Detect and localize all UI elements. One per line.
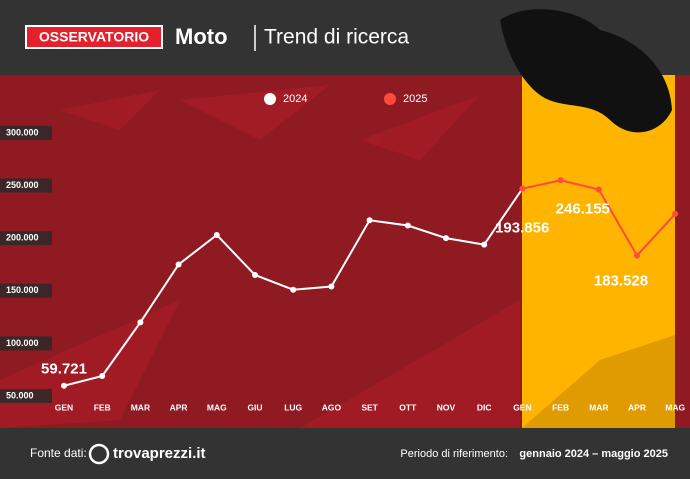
period: gennaio 2024 – maggio 2025 (519, 448, 668, 460)
source-label: Fonte dati: (30, 446, 87, 460)
data-point (595, 186, 602, 193)
data-point (328, 283, 335, 290)
data-point (672, 210, 679, 217)
data-point (634, 252, 640, 259)
data-point (61, 382, 67, 389)
chart-bg-edge (675, 75, 690, 428)
x-tick-label: MAR (589, 402, 608, 412)
data-point (252, 271, 258, 278)
x-tick-label: AGO (322, 402, 342, 412)
footer-bg (0, 428, 690, 479)
data-point (404, 222, 411, 229)
decor (522, 330, 690, 428)
x-tick-label: FEB (94, 402, 111, 412)
legend-marker (264, 93, 276, 105)
x-tick-label: MAR (131, 402, 150, 412)
x-tick-label: OTT (399, 402, 417, 412)
legend-label: 2025 (403, 93, 427, 105)
y-tick-label: 250.000 (6, 180, 39, 190)
x-tick-label: GEN (513, 402, 531, 412)
series-line (63, 219, 485, 387)
x-tick-label: DIC (477, 402, 492, 412)
y-tick-label: 100.000 (6, 338, 39, 348)
series-connector (483, 188, 524, 246)
title: Moto (175, 24, 228, 49)
y-tick-label: 200.000 (6, 233, 39, 243)
x-tick-label: GIU (247, 402, 262, 412)
period-label: Periodo di riferimento: (400, 448, 508, 460)
badge-text: OSSERVATORIO (39, 29, 149, 45)
data-point (175, 261, 182, 268)
x-tick-label: NOV (437, 402, 456, 412)
y-tick-pill (0, 125, 52, 140)
value-label: 193.856 (495, 220, 549, 237)
y-tick-pill (0, 178, 52, 193)
value-label: 183.528 (594, 272, 648, 289)
badge (25, 25, 163, 49)
data-point (137, 319, 144, 326)
data-point (99, 373, 106, 380)
y-tick-pill (0, 336, 52, 351)
x-tick-label: FEB (552, 402, 569, 412)
value-label: 246.155 (556, 201, 610, 218)
x-tick-label: MAG (665, 402, 685, 412)
subtitle: Trend di ricerca (264, 26, 409, 49)
x-tick-label: APR (628, 402, 646, 412)
data-point (481, 241, 488, 248)
data-point (443, 235, 449, 242)
data-point (366, 217, 373, 224)
value-label: 59.721 (41, 361, 87, 378)
legend-label: 2024 (283, 93, 307, 105)
legend-marker (384, 93, 396, 105)
y-tick-label: 150.000 (6, 285, 39, 295)
x-tick-label: LUG (284, 402, 302, 412)
brand-logo (88, 443, 110, 465)
data-point (290, 286, 297, 293)
y-tick-pill (0, 283, 52, 298)
data-point (519, 185, 526, 192)
y-tick-pill (0, 389, 52, 404)
y-tick-label: 300.000 (6, 127, 39, 137)
x-tick-label: APR (170, 402, 188, 412)
y-tick-label: 50.000 (6, 390, 34, 400)
motorcycle-silhouette (500, 9, 672, 133)
brand: trovaprezzi.it (113, 445, 206, 462)
data-point (213, 231, 220, 238)
data-point (557, 177, 564, 184)
x-tick-label: MAG (207, 402, 227, 412)
y-tick-pill (0, 231, 52, 246)
x-tick-label: SET (361, 402, 378, 412)
x-tick-label: GEN (55, 402, 73, 412)
